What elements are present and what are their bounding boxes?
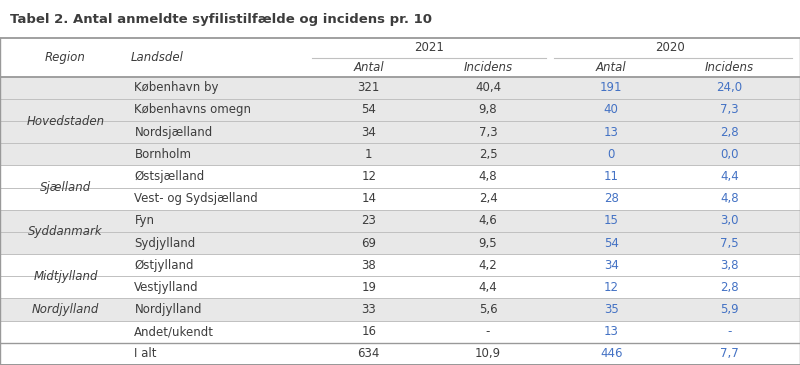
Text: 4,8: 4,8 — [478, 170, 498, 183]
Text: 634: 634 — [358, 347, 380, 360]
Text: 15: 15 — [604, 214, 618, 227]
Text: Bornholm: Bornholm — [134, 148, 191, 161]
Bar — [0, 0, 800, 38]
Text: 9,5: 9,5 — [478, 237, 498, 250]
Bar — [0, 99, 800, 121]
Text: 2,8: 2,8 — [720, 126, 739, 139]
Text: 3,8: 3,8 — [720, 259, 739, 272]
Text: Nordsjælland: Nordsjælland — [134, 126, 213, 139]
Text: 24,0: 24,0 — [717, 81, 742, 94]
Text: Nordjylland: Nordjylland — [134, 303, 202, 316]
Text: 7,7: 7,7 — [720, 347, 739, 360]
Text: 5,6: 5,6 — [478, 303, 498, 316]
Text: 38: 38 — [362, 259, 376, 272]
Text: 191: 191 — [600, 81, 622, 94]
Text: 321: 321 — [358, 81, 380, 94]
Text: 69: 69 — [362, 237, 376, 250]
Text: 7,5: 7,5 — [720, 237, 739, 250]
Text: Sjælland: Sjælland — [40, 181, 91, 194]
Text: 34: 34 — [362, 126, 376, 139]
Text: Vest- og Sydsjælland: Vest- og Sydsjælland — [134, 192, 258, 205]
Bar — [0, 38, 800, 77]
Text: 35: 35 — [604, 303, 618, 316]
Text: Incidens: Incidens — [705, 61, 754, 74]
Text: 13: 13 — [604, 325, 618, 338]
Text: København by: København by — [134, 81, 219, 94]
Text: Region: Region — [45, 51, 86, 64]
Text: Landsdel: Landsdel — [130, 51, 183, 64]
Text: 34: 34 — [604, 259, 618, 272]
Text: Midtjylland: Midtjylland — [34, 270, 98, 283]
Text: 16: 16 — [362, 325, 376, 338]
Text: Incidens: Incidens — [463, 61, 513, 74]
Bar — [0, 320, 800, 343]
Text: 2,4: 2,4 — [478, 192, 498, 205]
Text: 12: 12 — [604, 281, 618, 294]
Text: Antal: Antal — [354, 61, 384, 74]
Bar — [0, 299, 800, 320]
Text: 54: 54 — [362, 103, 376, 116]
Text: 4,4: 4,4 — [720, 170, 739, 183]
Text: 0: 0 — [607, 148, 615, 161]
Text: 40: 40 — [604, 103, 618, 116]
Text: -: - — [486, 325, 490, 338]
Text: 4,8: 4,8 — [720, 192, 739, 205]
Text: 23: 23 — [362, 214, 376, 227]
Text: Andet/ukendt: Andet/ukendt — [134, 325, 214, 338]
Text: 54: 54 — [604, 237, 618, 250]
Text: Tabel 2. Antal anmeldte syfilistilfælde og incidens pr. 10: Tabel 2. Antal anmeldte syfilistilfælde … — [10, 13, 432, 26]
Text: 11: 11 — [604, 170, 618, 183]
Text: I alt: I alt — [134, 347, 157, 360]
Text: 3,0: 3,0 — [720, 214, 739, 227]
Text: 10,9: 10,9 — [475, 347, 501, 360]
Text: Vestjylland: Vestjylland — [134, 281, 199, 294]
Text: Syddanmark: Syddanmark — [28, 226, 103, 238]
Text: Østsjælland: Østsjælland — [134, 170, 205, 183]
Text: 13: 13 — [604, 126, 618, 139]
Text: Sydjylland: Sydjylland — [134, 237, 196, 250]
Text: -: - — [727, 325, 732, 338]
Text: 7,3: 7,3 — [720, 103, 739, 116]
Text: Hovedstaden: Hovedstaden — [26, 115, 105, 127]
Bar — [0, 121, 800, 143]
Text: 2020: 2020 — [655, 42, 686, 54]
Text: 1: 1 — [365, 148, 373, 161]
Text: 2021: 2021 — [414, 42, 444, 54]
Text: 33: 33 — [362, 303, 376, 316]
Text: 19: 19 — [362, 281, 376, 294]
Text: 4,4: 4,4 — [478, 281, 498, 294]
Bar — [0, 188, 800, 210]
Bar — [0, 165, 800, 188]
Text: 4,2: 4,2 — [478, 259, 498, 272]
Text: Østjylland: Østjylland — [134, 259, 194, 272]
Bar — [0, 276, 800, 299]
Text: 4,6: 4,6 — [478, 214, 498, 227]
Text: 40,4: 40,4 — [475, 81, 501, 94]
Text: 14: 14 — [362, 192, 376, 205]
Bar — [0, 232, 800, 254]
Text: 9,8: 9,8 — [478, 103, 498, 116]
Text: Nordjylland: Nordjylland — [32, 303, 99, 316]
Bar — [0, 254, 800, 276]
Text: 0,0: 0,0 — [720, 148, 739, 161]
Text: 5,9: 5,9 — [720, 303, 739, 316]
Text: 446: 446 — [600, 347, 622, 360]
Text: 2,8: 2,8 — [720, 281, 739, 294]
Text: Antal: Antal — [596, 61, 626, 74]
Bar — [0, 143, 800, 165]
Text: 7,3: 7,3 — [478, 126, 498, 139]
Bar — [0, 343, 800, 365]
Bar — [0, 210, 800, 232]
Text: 28: 28 — [604, 192, 618, 205]
Text: Fyn: Fyn — [134, 214, 154, 227]
Bar — [0, 77, 800, 99]
Text: 2,5: 2,5 — [478, 148, 498, 161]
Text: 12: 12 — [362, 170, 376, 183]
Text: Københavns omegn: Københavns omegn — [134, 103, 251, 116]
